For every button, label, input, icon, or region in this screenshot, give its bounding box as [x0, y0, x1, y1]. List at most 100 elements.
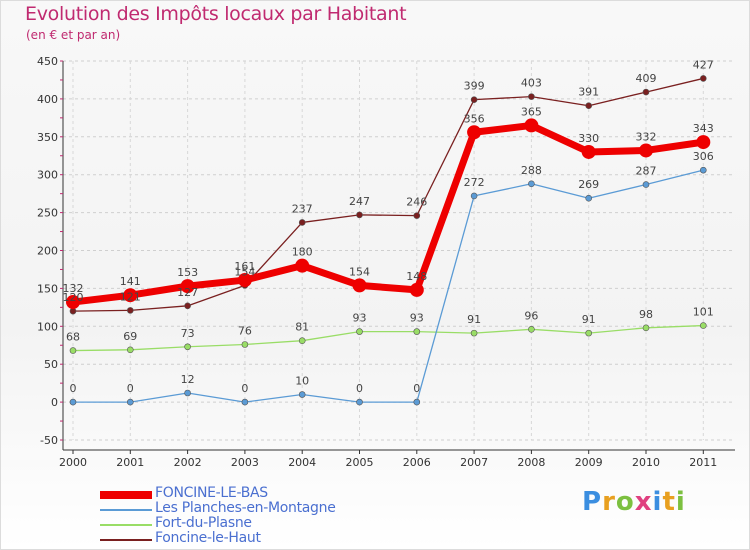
data-label: 154	[234, 265, 255, 278]
data-point	[356, 211, 363, 219]
chart-title: Evolution des Impôts locaux par Habitant	[25, 3, 407, 25]
data-point	[241, 398, 249, 406]
data-label: 427	[693, 58, 714, 71]
y-tick-label: -50	[40, 434, 58, 447]
series-line-1	[73, 169, 704, 403]
x-tick-label: 2005	[346, 456, 374, 469]
data-label: 246	[406, 196, 427, 209]
y-tick-label: 250	[37, 207, 58, 220]
x-tick-label: 2009	[575, 456, 603, 469]
y-tick-label: 350	[37, 131, 58, 144]
data-point	[298, 391, 306, 398]
data-point	[127, 307, 134, 314]
series-line-2	[72, 324, 704, 352]
data-point	[528, 180, 535, 188]
data-point	[528, 93, 535, 100]
data-label: 356	[464, 112, 485, 125]
data-point	[413, 212, 421, 219]
data-label: 93	[353, 312, 367, 325]
data-point	[639, 143, 653, 158]
data-label: 153	[177, 266, 198, 279]
data-point	[127, 398, 134, 406]
x-tick-label: 2000	[59, 456, 87, 469]
legend-swatch-les-planches	[100, 509, 152, 511]
data-label: 91	[467, 313, 481, 326]
data-label: 343	[693, 122, 714, 135]
series-line-3	[72, 77, 704, 312]
data-point	[696, 135, 711, 150]
data-point	[581, 144, 596, 159]
data-label: 132	[63, 282, 84, 295]
series-lines	[66, 75, 711, 406]
y-tick-label: 200	[37, 245, 58, 258]
data-labels: 132 141 153 161 180 154 148 356 365 330 332 343 0 0 12…	[63, 58, 714, 395]
data-label: 81	[295, 321, 309, 334]
legend-label-foncine-le-haut: Foncine-le-Haut	[155, 530, 261, 546]
x-tick-label: 2002	[174, 456, 202, 469]
x-tick-label: 2011	[689, 456, 717, 469]
data-point	[413, 398, 421, 406]
data-label: 391	[578, 86, 599, 99]
data-point	[409, 282, 424, 297]
x-tick-label: 2008	[517, 456, 545, 469]
data-label: 101	[693, 306, 714, 319]
data-point	[352, 278, 367, 293]
data-point	[180, 279, 195, 294]
proxiti-logo: Proxiti	[582, 487, 686, 517]
x-tick-label: 2006	[403, 456, 431, 469]
data-point	[123, 288, 138, 303]
legend-label-fort-du-plasne: Fort-du-Plasne	[155, 515, 252, 531]
data-point	[642, 88, 650, 96]
data-point	[467, 125, 482, 140]
data-point	[585, 102, 593, 110]
data-point	[528, 326, 535, 333]
x-tick-label: 2001	[116, 456, 144, 469]
data-label: 120	[63, 291, 84, 304]
legend-swatch-fort-du-plasne	[100, 524, 152, 526]
data-point	[295, 258, 310, 273]
data-point	[585, 329, 593, 337]
x-tick-label: 2010	[632, 456, 660, 469]
data-label: 288	[521, 164, 542, 177]
data-point	[585, 194, 593, 202]
data-point	[470, 192, 478, 200]
data-point	[470, 96, 478, 103]
chart-subtitle: (en € et par an)	[26, 28, 121, 42]
data-point	[237, 273, 252, 288]
data-label: 365	[521, 105, 542, 118]
data-label: 0	[413, 382, 420, 395]
data-label: 0	[127, 382, 134, 395]
y-tick-label: 0	[51, 396, 58, 409]
y-tick-label: 150	[37, 282, 58, 295]
data-point	[356, 398, 363, 406]
data-label: 68	[66, 331, 80, 344]
data-point	[298, 337, 306, 345]
data-point	[184, 343, 191, 351]
data-label: 98	[639, 308, 653, 321]
data-label: 0	[241, 382, 248, 395]
grid	[63, 60, 735, 441]
data-label: 399	[464, 80, 485, 93]
series-line-0	[72, 121, 704, 306]
data-point	[470, 329, 478, 337]
data-label: 154	[349, 265, 370, 278]
data-point	[184, 389, 191, 397]
data-label: 287	[636, 165, 657, 178]
data-label: 96	[524, 309, 538, 322]
x-tick-label: 2004	[288, 456, 316, 469]
data-point	[699, 75, 707, 82]
data-point	[66, 295, 80, 310]
data-point	[642, 324, 650, 332]
legend-swatch-foncine-le-bas	[100, 491, 152, 499]
data-label: 148	[406, 270, 427, 283]
data-point	[184, 302, 191, 310]
data-label: 73	[181, 327, 195, 340]
data-point	[241, 341, 249, 348]
data-point	[127, 346, 134, 354]
legend-swatch-foncine-le-haut	[100, 539, 152, 541]
legend-label-foncine-le-bas: FONCINE-LE-BAS	[155, 485, 268, 501]
data-label: 247	[349, 195, 370, 208]
data-label: 269	[578, 178, 599, 191]
